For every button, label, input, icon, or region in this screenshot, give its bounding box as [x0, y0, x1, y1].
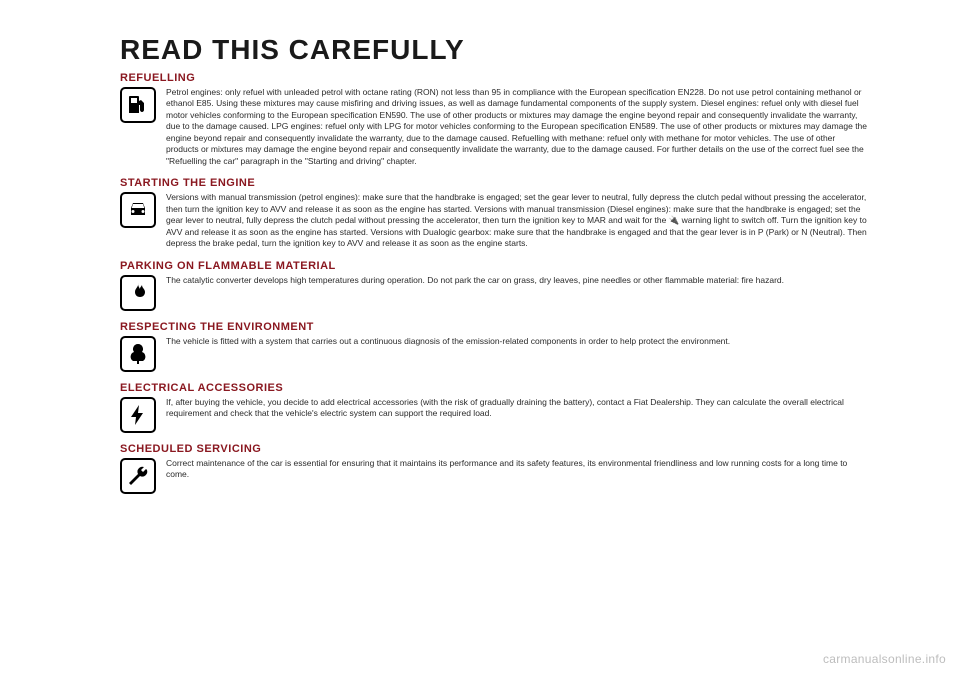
lightning-icon [120, 397, 156, 433]
body-electrical: If, after buying the vehicle, you decide… [166, 397, 870, 420]
wrench-icon [120, 458, 156, 494]
heading-electrical: ELECTRICAL ACCESSORIES [120, 382, 870, 394]
body-environment: The vehicle is fitted with a system that… [166, 336, 870, 347]
heading-starting: STARTING THE ENGINE [120, 177, 870, 189]
section-refuelling: Petrol engines: only refuel with unleade… [120, 87, 870, 167]
section-environment: The vehicle is fitted with a system that… [120, 336, 870, 372]
section-electrical: If, after buying the vehicle, you decide… [120, 397, 870, 433]
section-parking: The catalytic converter develops high te… [120, 275, 870, 311]
page-title: READ THIS CAREFULLY [120, 34, 870, 66]
body-starting: Versions with manual transmission (petro… [166, 192, 870, 249]
flame-icon [120, 275, 156, 311]
section-servicing: Correct maintenance of the car is essent… [120, 458, 870, 494]
watermark: carmanualsonline.info [823, 652, 946, 666]
heading-environment: RESPECTING THE ENVIRONMENT [120, 321, 870, 333]
fuel-pump-icon [120, 87, 156, 123]
body-servicing: Correct maintenance of the car is essent… [166, 458, 870, 481]
heading-parking: PARKING ON FLAMMABLE MATERIAL [120, 260, 870, 272]
heading-refuelling: REFUELLING [120, 72, 870, 84]
heading-servicing: SCHEDULED SERVICING [120, 443, 870, 455]
document-page: READ THIS CAREFULLY REFUELLING Petrol en… [0, 0, 960, 518]
body-parking: The catalytic converter develops high te… [166, 275, 870, 286]
body-refuelling: Petrol engines: only refuel with unleade… [166, 87, 870, 167]
tree-icon [120, 336, 156, 372]
section-starting: Versions with manual transmission (petro… [120, 192, 870, 249]
car-front-icon [120, 192, 156, 228]
